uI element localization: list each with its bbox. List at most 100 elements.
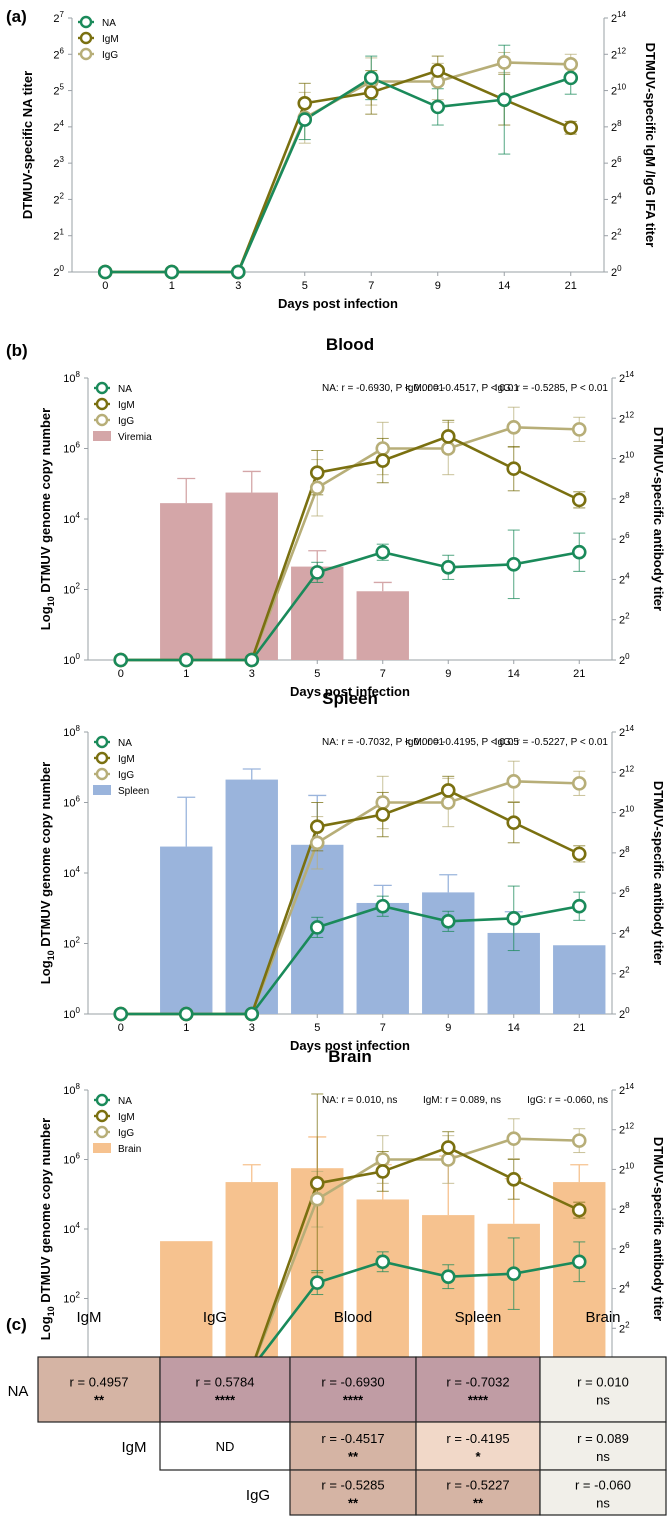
- data-point-na: [178, 652, 194, 668]
- data-point-igm: [506, 461, 522, 476]
- data-point-igg: [440, 1152, 456, 1167]
- cell-significance: **: [348, 1449, 359, 1464]
- y-tick-label: 20: [53, 264, 64, 279]
- data-point-na: [571, 898, 587, 914]
- y2-tick-label: 214: [611, 10, 627, 25]
- data-point-na: [506, 1266, 522, 1281]
- data-point-na: [506, 557, 522, 572]
- panel-label-c: (c): [6, 1315, 27, 1334]
- series-line-na: [120, 904, 580, 1016]
- column-header: IgM: [76, 1309, 101, 1326]
- legend-marker: [95, 381, 109, 395]
- data-point-igg: [375, 795, 391, 810]
- y-tick-label: 106: [63, 1152, 80, 1167]
- y2-tick-label: 24: [619, 1281, 630, 1296]
- data-point-na: [440, 1269, 456, 1284]
- column-header: Blood: [334, 1309, 372, 1326]
- bar-spleen: [422, 892, 475, 1014]
- data-point-igg: [309, 480, 325, 496]
- y2-tick-label: 22: [611, 228, 622, 243]
- data-point-na: [571, 1254, 587, 1270]
- table-cell: [539, 1421, 667, 1471]
- y-axis-label: Log10 DTMUV genome copy number: [38, 1118, 56, 1340]
- y2-tick-label: 210: [611, 83, 627, 98]
- x-tick-label: 5: [302, 280, 308, 292]
- y-tick-label: 102: [63, 936, 80, 951]
- bar-brain: [160, 1241, 213, 1368]
- data-point-igg: [563, 56, 579, 72]
- chart-title: Spleen: [322, 689, 378, 708]
- cell-significance: *: [475, 1449, 481, 1464]
- x-tick-label: 9: [435, 280, 441, 292]
- y2-axis-label: DTMUV-specific antibody titer: [651, 1137, 666, 1321]
- data-point-igm: [563, 120, 579, 136]
- data-point-igm: [375, 1164, 391, 1179]
- table-cell: [159, 1421, 291, 1471]
- y-axis-label: Log10 DTMUV genome copy number: [38, 762, 56, 984]
- data-point-igm: [440, 1140, 456, 1155]
- legend-marker: [79, 15, 93, 29]
- y2-tick-label: 26: [619, 531, 630, 546]
- cell-r-value: r = 0.089: [577, 1431, 629, 1446]
- y2-tick-label: 20: [619, 1006, 630, 1021]
- legend-marker: [95, 1125, 109, 1139]
- row-header: NA: [8, 1383, 29, 1400]
- cell-significance: ns: [596, 1449, 610, 1464]
- y-tick-label: 23: [53, 155, 64, 170]
- x-tick-label: 21: [573, 668, 585, 680]
- x-tick-label: 1: [183, 668, 189, 680]
- cell-r-value: r = -0.4195: [446, 1431, 509, 1446]
- legend-swatch: [93, 785, 111, 795]
- data-point-na: [563, 70, 579, 86]
- legend-label: IgM: [118, 1112, 135, 1123]
- cell-r-value: r = -0.4517: [321, 1431, 384, 1446]
- x-tick-label: 9: [445, 1022, 451, 1034]
- data-point-na: [230, 264, 246, 280]
- correlation-annotation-igg: IgG: r = -0.5227, P < 0.01: [495, 737, 609, 748]
- y-tick-label: 102: [63, 582, 80, 597]
- table-cell: [415, 1421, 541, 1471]
- legend-label: IgG: [102, 50, 118, 61]
- x-tick-label: 14: [508, 668, 520, 680]
- legend-label: IgM: [102, 34, 119, 45]
- data-point-igm: [571, 492, 587, 508]
- bar-spleen: [553, 945, 606, 1014]
- correlation-annotation-igg: IgG: r = -0.060, ns: [527, 1095, 608, 1106]
- x-tick-label: 3: [235, 280, 241, 292]
- correlation-annotation-na: NA: r = 0.010, ns: [322, 1095, 397, 1106]
- legend-marker: [79, 31, 93, 45]
- bar-brain: [422, 1215, 475, 1368]
- y-tick-label: 108: [63, 370, 80, 385]
- data-point-igg: [571, 776, 587, 791]
- y2-tick-label: 210: [619, 805, 635, 820]
- data-point-igm: [375, 807, 391, 822]
- correlation-annotation-na: NA: r = -0.7032, P < 0.0001: [322, 737, 445, 748]
- legend-swatch: [93, 431, 111, 441]
- y2-tick-label: 212: [611, 46, 627, 61]
- table-cell: [539, 1469, 667, 1516]
- data-point-igg: [506, 420, 522, 435]
- y2-tick-label: 24: [619, 925, 630, 940]
- cell-r-value: r = -0.060: [575, 1478, 631, 1493]
- data-point-na: [309, 920, 325, 935]
- y-axis-label: DTMUV-specific NA titer: [20, 71, 35, 219]
- legend-marker: [95, 1093, 109, 1107]
- data-point-igm: [440, 429, 456, 444]
- bar-viremia: [225, 492, 278, 660]
- chart-1: Blood 0 1 3 5 7 9 14 21 Days post infection 100 102…: [38, 335, 666, 699]
- data-point-na: [97, 264, 113, 280]
- legend-marker: [95, 1109, 109, 1123]
- data-point-igg: [309, 1191, 325, 1207]
- column-header: Brain: [585, 1309, 620, 1326]
- legend-label: Spleen: [118, 786, 149, 797]
- y2-tick-label: 22: [619, 966, 630, 981]
- x-tick-label: 7: [368, 280, 374, 292]
- data-point-igm: [375, 453, 391, 468]
- y-tick-label: 22: [53, 191, 64, 206]
- table-cell: [415, 1356, 541, 1423]
- bar-viremia: [160, 503, 213, 660]
- cell-r-value: r = -0.7032: [446, 1375, 509, 1390]
- y2-tick-label: 214: [619, 724, 635, 739]
- y-tick-label: 104: [63, 511, 80, 526]
- legend-label: IgG: [118, 770, 134, 781]
